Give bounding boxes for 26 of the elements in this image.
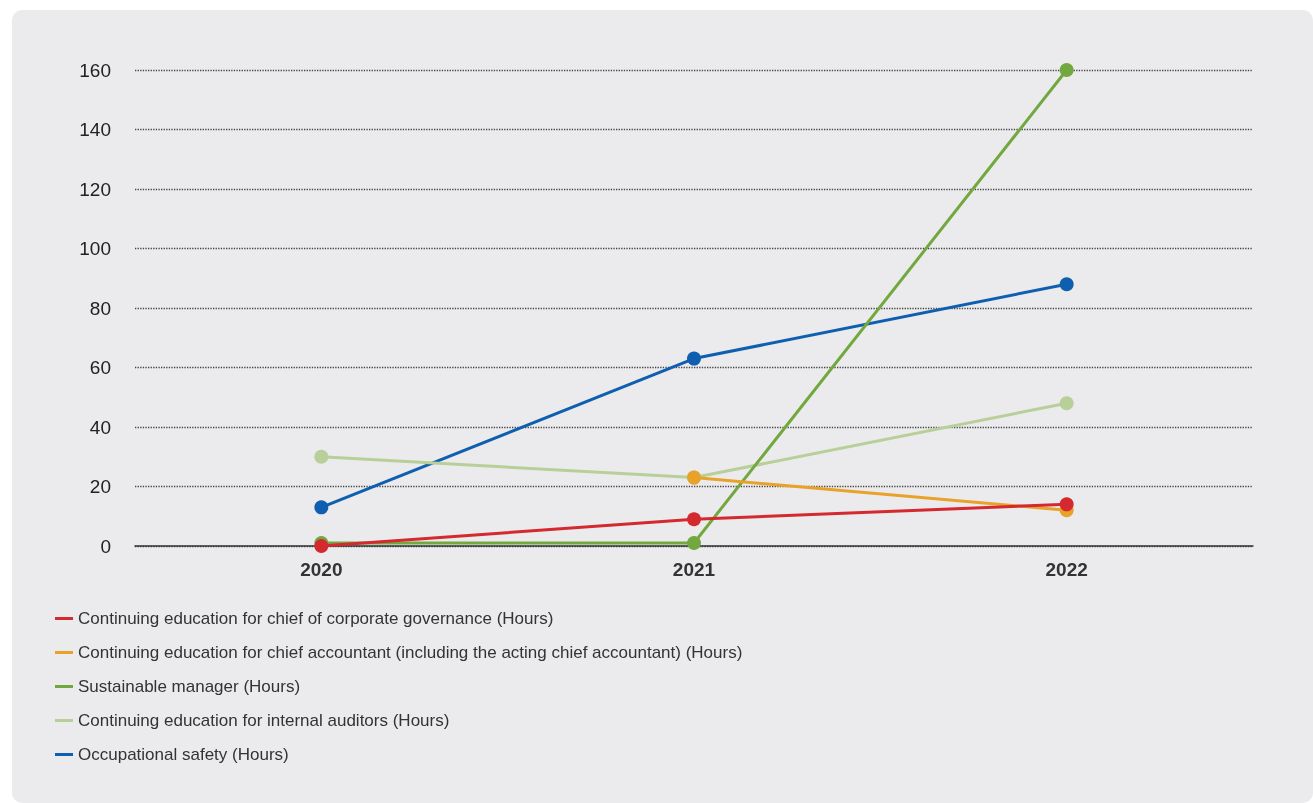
point xyxy=(1059,277,1074,292)
y-tick-label: 80 xyxy=(89,297,111,319)
point xyxy=(314,449,329,464)
y-tick-label: 60 xyxy=(89,357,111,378)
point xyxy=(687,536,701,551)
point xyxy=(687,512,701,527)
y-tick-label: 20 xyxy=(89,476,111,497)
x-tick-label: 2021 xyxy=(672,559,716,580)
legend-label: Continuing education for internal auditors (Hours) xyxy=(78,711,450,730)
point xyxy=(1059,497,1074,512)
legend-label: Continuing education for chief of corporate governance (Hours) xyxy=(78,609,554,628)
y-tick-label: 160 xyxy=(79,59,111,81)
y-tick-label: 140 xyxy=(79,119,111,140)
y-tick-label: 120 xyxy=(79,178,111,200)
point xyxy=(687,351,701,366)
point xyxy=(1059,63,1074,77)
point xyxy=(1059,396,1074,411)
legend-label: Occupational safety (Hours) xyxy=(78,745,289,764)
y-tick-label: 40 xyxy=(89,416,111,438)
y-tick-label: 0 xyxy=(100,535,111,557)
y-tick-label: 100 xyxy=(79,238,111,259)
point xyxy=(314,500,329,515)
x-tick-label: 2020 xyxy=(300,559,343,580)
legend-label: Continuing education for chief accountant (including the acting chief accountant) (Hours) xyxy=(78,643,743,662)
legend-label: Sustainable manager (Hours) xyxy=(78,677,301,696)
x-tick-label: 2022 xyxy=(1045,559,1088,580)
